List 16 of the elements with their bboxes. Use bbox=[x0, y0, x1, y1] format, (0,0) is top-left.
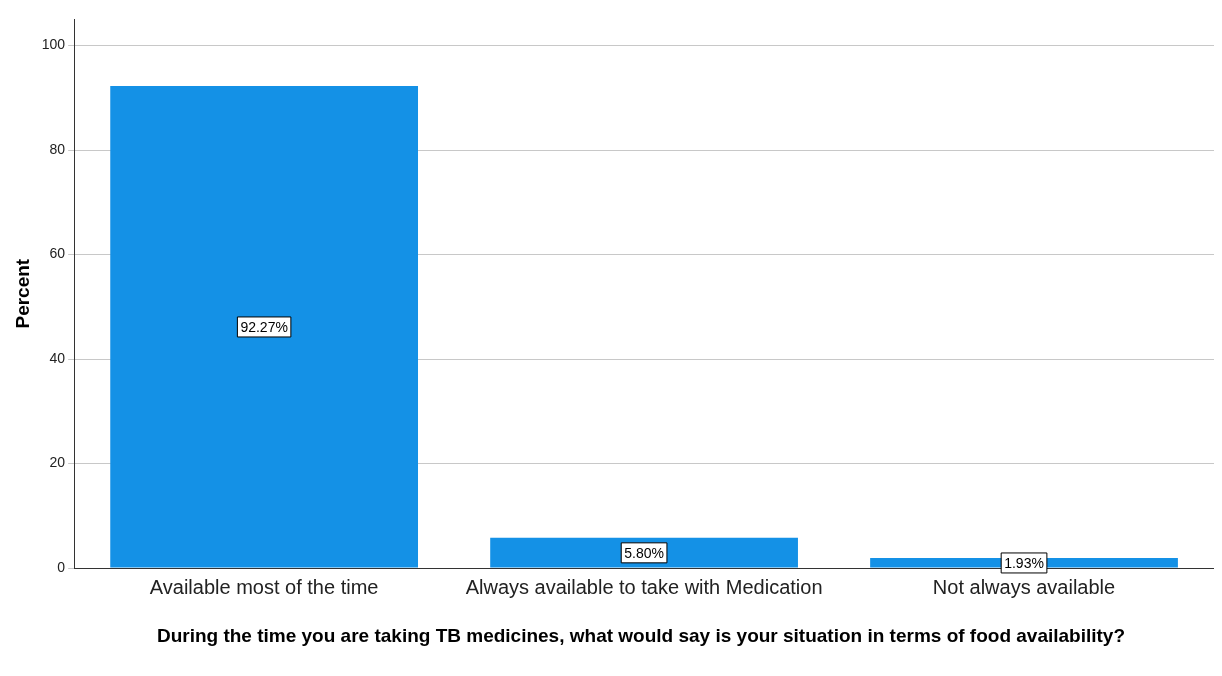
data-label: 92.27% bbox=[240, 318, 288, 335]
y-tick-label: 20 bbox=[49, 454, 66, 471]
data-label: 5.80% bbox=[624, 544, 664, 561]
data-label: 1.93% bbox=[1004, 554, 1044, 571]
y-tick-label: 40 bbox=[49, 349, 66, 366]
x-tick-label: Not always available bbox=[932, 575, 1116, 598]
x-axis-title: During the time you are taking TB medicines, what would say is your situation in terms of food availability? bbox=[155, 625, 1127, 646]
y-tick-label: 60 bbox=[49, 245, 66, 262]
bar bbox=[110, 85, 419, 568]
y-tick-label: 100 bbox=[41, 36, 66, 53]
x-tick-label: Always available to take with Medication bbox=[465, 575, 823, 598]
x-tick-label: Available most of the time bbox=[149, 575, 379, 598]
y-axis-title: Percent bbox=[11, 258, 33, 329]
bar bbox=[490, 537, 798, 568]
y-tick-label: 80 bbox=[49, 140, 66, 157]
y-tick-label: 0 bbox=[57, 558, 66, 575]
